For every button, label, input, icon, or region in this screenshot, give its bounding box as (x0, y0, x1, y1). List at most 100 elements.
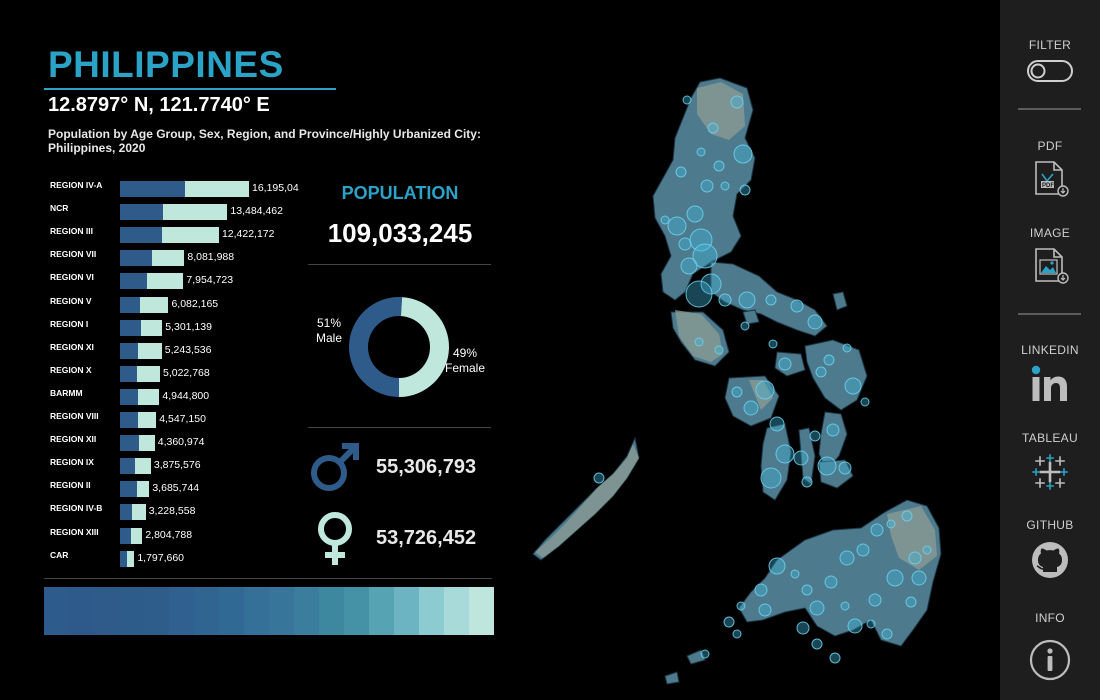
province-bubble[interactable] (769, 416, 785, 432)
province-bubble[interactable] (801, 476, 813, 488)
province-bubble[interactable] (720, 181, 730, 191)
province-bubble[interactable] (758, 603, 772, 617)
province-bubble[interactable] (790, 299, 804, 313)
female-donut-slice[interactable] (399, 297, 449, 397)
province-bubble[interactable] (905, 596, 917, 608)
female-bar-segment[interactable] (139, 435, 155, 452)
female-bar-segment[interactable] (138, 412, 157, 428)
province-bubble[interactable] (768, 339, 778, 349)
province-bubble[interactable] (713, 160, 725, 172)
province-bubble[interactable] (685, 280, 713, 308)
province-bubble[interactable] (886, 569, 904, 587)
male-bar-segment[interactable] (120, 388, 138, 405)
female-bar-segment[interactable] (141, 319, 163, 336)
province-bubble[interactable] (593, 472, 605, 484)
province-bubble[interactable] (901, 510, 913, 522)
province-bubble[interactable] (815, 366, 827, 378)
province-bubble[interactable] (736, 601, 746, 611)
province-bubble[interactable] (809, 430, 821, 442)
province-bubble[interactable] (667, 216, 687, 236)
male-bar-segment[interactable] (120, 296, 141, 313)
male-bar-segment[interactable] (120, 481, 138, 498)
province-bubble[interactable] (881, 628, 893, 640)
region-bar-row[interactable]: REGION XII 4,360,974 (40, 430, 310, 453)
male-bar-segment[interactable] (120, 227, 162, 244)
male-bar-segment[interactable] (120, 181, 185, 197)
province-bubble[interactable] (824, 575, 838, 589)
male-bar-segment[interactable] (120, 273, 147, 290)
male-bar-segment[interactable] (120, 527, 132, 544)
toggle-icon[interactable] (1027, 60, 1073, 82)
region-bar-row[interactable]: REGION VI 7,954,723 (40, 268, 310, 291)
province-bubble[interactable] (817, 456, 837, 476)
region-bar-row[interactable]: CAR 1,797,660 (40, 546, 310, 569)
province-bubble[interactable] (730, 95, 744, 109)
province-bubble[interactable] (908, 551, 922, 565)
female-bar-segment[interactable] (184, 181, 249, 197)
province-bubble[interactable] (738, 291, 756, 309)
province-bubble[interactable] (700, 179, 714, 193)
region-bar-row[interactable]: NCR 13,484,462 (40, 199, 310, 222)
province-bubble[interactable] (823, 354, 835, 366)
province-bubble[interactable] (922, 545, 932, 555)
province-bubble[interactable] (768, 557, 786, 575)
province-bubble[interactable] (809, 600, 825, 616)
province-bubble[interactable] (838, 461, 852, 475)
female-bar-segment[interactable] (161, 227, 219, 244)
female-bar-segment[interactable] (137, 342, 162, 359)
province-bubble[interactable] (696, 147, 706, 157)
pdf-file-icon[interactable]: PDF (1033, 160, 1069, 198)
female-bar-segment[interactable] (146, 273, 184, 290)
province-bubble[interactable] (775, 444, 795, 464)
province-bubble[interactable] (760, 467, 782, 489)
tableau-icon[interactable] (1032, 454, 1068, 490)
male-bar-segment[interactable] (120, 550, 128, 567)
region-bar-row[interactable]: REGION X 5,022,768 (40, 361, 310, 384)
province-bubble[interactable] (856, 543, 870, 557)
female-bar-segment[interactable] (140, 296, 169, 313)
region-bar-row[interactable]: REGION V 6,082,165 (40, 292, 310, 315)
province-bubble[interactable] (839, 550, 855, 566)
province-bubble[interactable] (860, 397, 870, 407)
info-icon[interactable] (1029, 639, 1071, 681)
female-bar-segment[interactable] (127, 550, 135, 567)
province-bubble[interactable] (718, 293, 732, 307)
province-bubble[interactable] (714, 345, 724, 355)
province-bubble[interactable] (692, 243, 718, 269)
female-bar-segment[interactable] (137, 481, 150, 498)
male-bar-segment[interactable] (120, 504, 132, 521)
province-bubble[interactable] (731, 386, 743, 398)
male-bar-segment[interactable] (120, 319, 142, 336)
region-bar-row[interactable]: REGION IV-B 3,228,558 (40, 499, 310, 522)
region-bar-row[interactable]: BARMM 4,944,800 (40, 384, 310, 407)
province-bubble[interactable] (868, 593, 882, 607)
province-bubble[interactable] (847, 618, 863, 634)
female-bar-segment[interactable] (136, 365, 160, 382)
github-icon[interactable] (1031, 541, 1069, 579)
male-bar-segment[interactable] (120, 458, 136, 475)
linkedin-icon[interactable] (1031, 365, 1069, 403)
province-bubble[interactable] (911, 570, 927, 586)
region-bar-row[interactable]: REGION IX 3,875,576 (40, 453, 310, 476)
province-bubble[interactable] (866, 619, 876, 629)
province-bubble[interactable] (675, 166, 687, 178)
male-bar-segment[interactable] (120, 250, 153, 267)
province-bubble[interactable] (870, 523, 884, 537)
province-bubble[interactable] (755, 380, 775, 400)
province-bubble[interactable] (707, 122, 719, 134)
male-bar-segment[interactable] (120, 342, 138, 359)
image-file-icon[interactable] (1033, 247, 1069, 285)
male-donut-slice[interactable] (348, 297, 403, 397)
female-bar-segment[interactable] (137, 388, 160, 405)
region-bar-row[interactable]: REGION XIII 2,804,788 (40, 523, 310, 546)
province-bubble[interactable] (700, 273, 722, 295)
male-bar-segment[interactable] (120, 412, 139, 428)
province-bubble[interactable] (743, 400, 759, 416)
male-bar-segment[interactable] (120, 435, 140, 452)
region-bar-row[interactable]: REGION I 5,301,139 (40, 315, 310, 338)
female-bar-segment[interactable] (152, 250, 185, 267)
province-bubble[interactable] (680, 257, 698, 275)
province-bubble[interactable] (723, 616, 735, 628)
province-bubble[interactable] (700, 649, 710, 659)
province-bubble[interactable] (829, 652, 841, 664)
